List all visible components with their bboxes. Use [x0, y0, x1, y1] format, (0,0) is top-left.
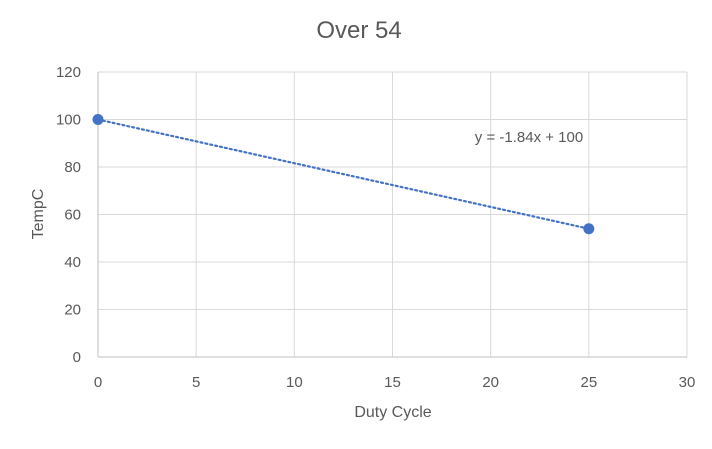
y-tick-label: 120 [56, 64, 81, 81]
x-tick-label: 5 [192, 374, 200, 391]
y-tick-label: 100 [56, 112, 81, 129]
y-tick-label: 0 [73, 349, 81, 366]
data-point [583, 223, 595, 235]
chart-title: Over 54 [316, 17, 401, 44]
x-tick-label: 25 [580, 374, 597, 391]
y-tick-label: 20 [64, 302, 81, 319]
x-axis-title: Duty Cycle [354, 404, 431, 421]
y-tick-label: 80 [64, 159, 81, 176]
gridlines [97, 71, 688, 357]
y-tick-label: 60 [64, 207, 81, 224]
x-tick-label: 10 [286, 374, 303, 391]
x-tick-label: 15 [384, 374, 401, 391]
trendline-equation: y = -1.84x + 100 [475, 129, 583, 146]
y-axis-title: TempC [30, 189, 47, 240]
x-tick-label: 20 [482, 374, 499, 391]
x-tick-label: 0 [94, 374, 102, 391]
y-tick-label: 40 [64, 254, 81, 271]
tick-labels: 0 5 10 15 20 25 30 0 20 40 60 80 100 120 [56, 64, 695, 391]
trendline [96, 118, 590, 230]
x-tick-label: 30 [679, 374, 696, 391]
data-point [92, 114, 104, 125]
data-points [92, 114, 595, 235]
trendline-layer [96, 118, 590, 230]
